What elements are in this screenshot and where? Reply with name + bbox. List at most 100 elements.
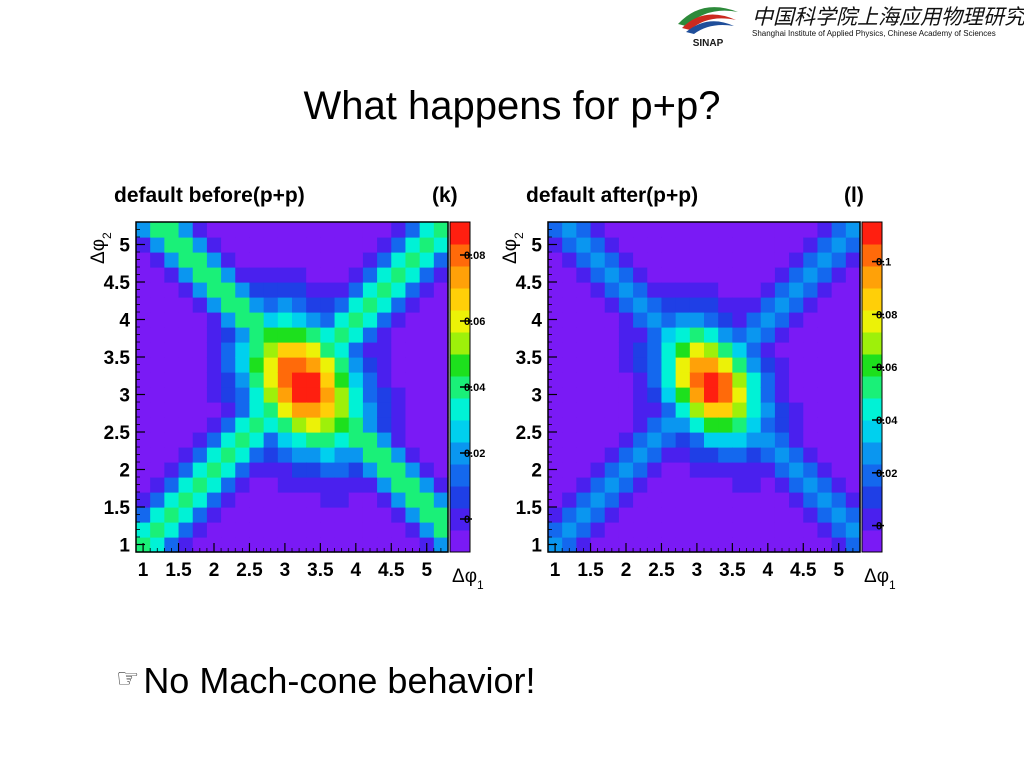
heatmap-cell — [661, 477, 677, 493]
heatmap-cell — [618, 522, 634, 538]
heatmap-cell — [774, 297, 790, 313]
colorbar-swatch — [862, 442, 882, 465]
x-tick-label: 2 — [209, 560, 220, 581]
heatmap-cell — [618, 327, 634, 343]
heatmap-cell — [647, 432, 663, 448]
heatmap-cell — [774, 492, 790, 508]
heatmap-cell — [362, 342, 378, 358]
heatmap-cell — [292, 357, 307, 373]
heatmap-cell — [590, 267, 606, 283]
heatmap-cell — [576, 417, 592, 433]
heatmap-cell — [718, 522, 733, 538]
heatmap-cell — [306, 282, 321, 298]
heatmap-cell — [604, 252, 620, 268]
colorbar-tick-label: 0 — [876, 521, 882, 533]
y-tick-label: 1.5 — [104, 498, 131, 519]
heatmap-cell — [391, 237, 407, 253]
heatmap-cell — [732, 537, 748, 553]
heatmap-cell — [362, 297, 378, 313]
heatmap-cell — [178, 282, 194, 298]
heatmap-cell — [774, 222, 790, 238]
heatmap-cell — [789, 477, 804, 493]
heatmap-cell — [675, 447, 691, 463]
heatmap-cell — [263, 267, 279, 283]
heatmap-cell — [178, 387, 194, 403]
heatmap-cell — [718, 222, 733, 238]
heatmap-cell — [576, 327, 592, 343]
heatmap-cell — [576, 432, 592, 448]
heatmap-cell — [206, 267, 222, 283]
heatmap-cell — [292, 537, 307, 553]
heatmap-cell — [562, 357, 577, 373]
heatmap-cell — [206, 447, 222, 463]
institute-name-chinese: 中国科学院上海应用物理研究所 — [752, 5, 1024, 29]
heatmap-cell — [178, 372, 194, 388]
heatmap-cell — [320, 387, 336, 403]
heatmap-cell — [221, 522, 236, 538]
heatmap-cell — [306, 447, 321, 463]
heatmap-cell — [845, 537, 861, 553]
heatmap-cell — [263, 507, 279, 523]
heatmap-cell — [746, 447, 762, 463]
heatmap-cell — [618, 252, 634, 268]
header: SINAP 中国科学院上海应用物理研究所 Shanghai Institute … — [0, 0, 1024, 56]
heatmap-cell — [292, 312, 307, 328]
heatmap-cell — [221, 342, 236, 358]
heatmap-cell — [732, 297, 748, 313]
chart-title: default after(p+p) — [526, 184, 698, 207]
heatmap-cell — [803, 327, 819, 343]
heatmap-cell — [746, 327, 762, 343]
heatmap-cell — [576, 477, 592, 493]
colorbar-swatch — [862, 354, 882, 377]
heatmap-cell — [590, 312, 606, 328]
heatmap-cell — [164, 462, 180, 478]
heatmap-cell — [221, 462, 236, 478]
heatmap-cell — [419, 522, 435, 538]
heatmap-cell — [831, 402, 847, 418]
heatmap-cell — [164, 387, 180, 403]
heatmap-cell — [789, 387, 804, 403]
heatmap-cell — [789, 342, 804, 358]
heatmap-cell — [164, 342, 180, 358]
y-tick-label: 3 — [531, 386, 542, 407]
colorbar-swatch — [862, 530, 882, 553]
heatmap-cell — [760, 342, 776, 358]
heatmap-cell — [249, 282, 265, 298]
heatmap-cell — [206, 462, 222, 478]
heatmap-cell — [164, 372, 180, 388]
heatmap-cell — [292, 522, 307, 538]
heatmap-cell — [433, 312, 449, 328]
heatmap-cell — [618, 447, 634, 463]
heatmap-cell — [164, 432, 180, 448]
heatmap-cell — [845, 507, 861, 523]
heatmap-cell — [817, 477, 833, 493]
heatmap-cell — [732, 342, 748, 358]
heatmap-cell — [831, 462, 847, 478]
heatmap-cell — [562, 537, 577, 553]
x-tick-label: 3.5 — [307, 560, 334, 581]
heatmap-cell — [221, 477, 236, 493]
heatmap-cell — [292, 417, 307, 433]
heatmap-cell — [618, 282, 634, 298]
heatmap-cell — [263, 327, 279, 343]
x-tick-label: 4 — [351, 560, 362, 581]
heatmap-cell — [633, 462, 648, 478]
heatmap-cell — [320, 372, 336, 388]
heatmap-cell — [845, 252, 861, 268]
heatmap-cell — [249, 537, 265, 553]
heatmap-cell — [746, 417, 762, 433]
heatmap-cell — [263, 402, 279, 418]
heatmap-cell — [150, 417, 165, 433]
colorbar-swatch — [450, 398, 470, 421]
heatmap-cell — [647, 357, 663, 373]
heatmap-cell — [746, 282, 762, 298]
heatmap-cell — [604, 387, 620, 403]
heatmap-cell — [774, 507, 790, 523]
heatmap-cell — [377, 267, 392, 283]
heatmap-cell — [789, 252, 804, 268]
heatmap-cell — [419, 387, 435, 403]
heatmap-cell — [845, 522, 861, 538]
heatmap-cell — [362, 237, 378, 253]
heatmap-cell — [548, 492, 563, 508]
heatmap-cell — [548, 252, 563, 268]
